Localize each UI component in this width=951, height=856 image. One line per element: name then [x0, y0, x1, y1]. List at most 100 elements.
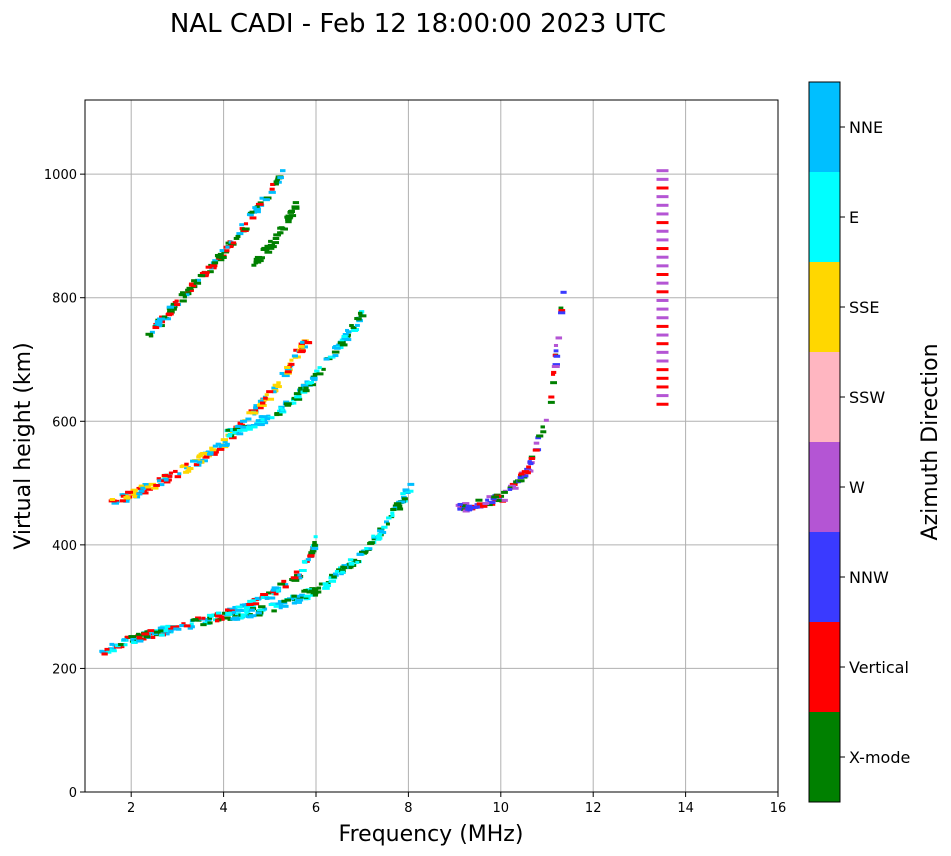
echo-mark [271, 390, 277, 394]
echo-mark [656, 385, 669, 389]
echo-mark [190, 284, 197, 288]
echo-mark [508, 484, 516, 488]
echo-mark [294, 397, 303, 401]
echo-mark [242, 603, 249, 607]
echo-mark [123, 496, 131, 500]
echo-mark [351, 558, 358, 562]
echo-mark [331, 575, 337, 579]
echo-mark [131, 490, 137, 494]
echo-mark [245, 417, 252, 421]
echo-mark [205, 265, 213, 269]
echo-mark [351, 329, 359, 333]
echo-mark [170, 625, 178, 629]
echo-mark [457, 507, 462, 511]
echo-mark [486, 495, 492, 499]
echo-mark [298, 568, 307, 572]
echo-mark [196, 454, 204, 458]
echo-mark [526, 465, 531, 469]
echo-mark [656, 238, 669, 242]
echo-mark [298, 344, 305, 348]
echo-mark [258, 415, 264, 419]
echo-mark [298, 349, 306, 353]
echo-mark [289, 358, 294, 362]
echo-mark [270, 182, 276, 186]
echo-mark [461, 504, 468, 508]
echo-mark [341, 334, 348, 338]
echo-mark [271, 241, 280, 245]
echo-mark [161, 473, 169, 477]
echo-mark [390, 514, 395, 518]
echo-mark [237, 422, 244, 426]
echo-mark [548, 395, 555, 399]
echo-mark [142, 483, 151, 487]
echo-mark [517, 479, 525, 483]
echo-mark [264, 393, 269, 397]
echo-mark [332, 354, 339, 358]
echo-mark [300, 340, 305, 344]
y-tick-label: 600 [52, 415, 77, 430]
echo-mark [163, 480, 171, 484]
echo-mark [553, 349, 559, 353]
colorbar-segment [809, 442, 840, 532]
echo-mark [130, 492, 139, 496]
x-tick-label: 2 [127, 801, 135, 816]
echo-mark [303, 594, 311, 598]
echo-mark [322, 582, 329, 586]
echo-mark [215, 442, 222, 446]
echo-mark [150, 635, 156, 639]
echo-mark [279, 371, 285, 375]
echo-mark [193, 281, 202, 285]
echo-mark [201, 616, 206, 620]
echo-mark [101, 652, 108, 656]
echo-mark [385, 522, 390, 526]
echo-mark [233, 236, 240, 240]
echo-mark [386, 516, 392, 520]
echo-mark [227, 607, 235, 611]
echo-mark [240, 419, 248, 423]
echo-mark [525, 469, 534, 473]
echo-mark [152, 632, 158, 636]
data-marks [99, 169, 669, 656]
colorbar-tick-label: NNW [849, 568, 889, 587]
echo-mark [187, 626, 193, 630]
echo-mark [485, 498, 490, 502]
colorbar-segment [809, 532, 840, 622]
x-tick-label: 16 [770, 801, 787, 816]
echo-mark [228, 436, 237, 440]
echo-mark [364, 547, 373, 551]
echo-mark [377, 532, 383, 536]
echo-mark [341, 566, 348, 570]
echo-mark [244, 610, 250, 614]
echo-mark [540, 425, 545, 429]
echo-mark [220, 438, 228, 442]
echo-mark [278, 406, 283, 410]
echo-mark [109, 497, 116, 501]
echo-mark [111, 649, 117, 653]
echo-mark [243, 222, 249, 226]
echo-mark [356, 319, 363, 323]
echo-mark [311, 377, 318, 381]
echo-mark [288, 362, 295, 366]
echo-mark [349, 324, 354, 328]
echo-mark [153, 324, 161, 328]
echo-mark [462, 502, 470, 506]
colorbar-tick-label: X-mode [849, 748, 910, 767]
x-axis-label: Frequency (MHz) [339, 822, 524, 847]
echo-mark [251, 263, 257, 267]
echo-mark [207, 270, 214, 274]
echo-mark [190, 459, 198, 463]
echo-mark [259, 256, 266, 260]
echo-mark [249, 216, 257, 220]
echo-mark [138, 489, 145, 493]
echo-mark [225, 241, 231, 245]
echo-mark [656, 186, 669, 190]
echo-mark [507, 487, 513, 491]
echo-mark [281, 579, 287, 583]
echo-mark [305, 558, 311, 562]
echo-mark [358, 314, 367, 318]
echo-mark [390, 507, 397, 511]
echo-mark [111, 501, 120, 505]
echo-mark [524, 467, 531, 471]
echo-mark [219, 615, 225, 619]
